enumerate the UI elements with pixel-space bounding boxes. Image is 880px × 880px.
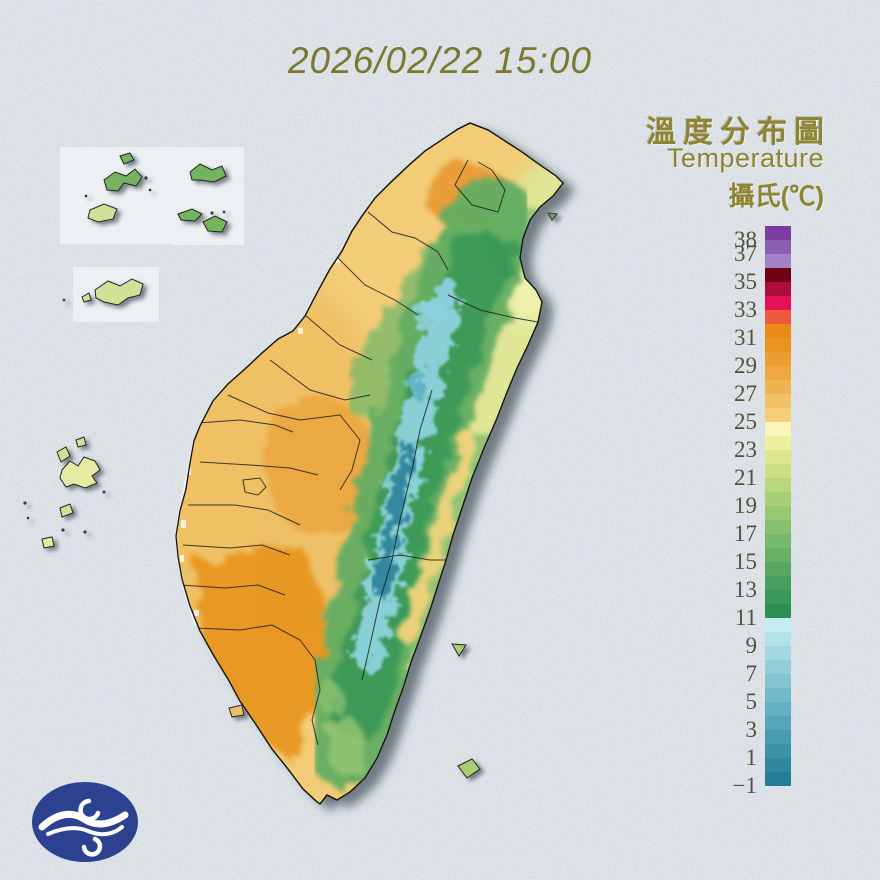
legend-title-en: Temperature [666, 143, 824, 173]
scale-tick-label: 19 [734, 493, 757, 518]
scale-tick-label: 1 [745, 745, 758, 770]
lanyu-island [457, 758, 481, 779]
taiwan-outline-top [175, 122, 564, 805]
scale-segment [765, 590, 791, 604]
scale-tick-label: 11 [734, 605, 757, 630]
scale-segment [765, 744, 791, 758]
scale-segment [765, 226, 791, 240]
scale-segment [765, 422, 791, 436]
scale-tick-label: 13 [734, 577, 757, 602]
cwa-logo [32, 782, 138, 862]
wuqiu-inset-box [171, 147, 244, 199]
scale-tick-label: 27 [734, 381, 757, 406]
scale-tick-label: 3 [745, 717, 758, 742]
kinmen-inset-box [62, 267, 159, 322]
scale-tick-label: 33 [734, 297, 757, 322]
scale-tick-label: 25 [734, 409, 757, 434]
scale-segment [765, 450, 791, 464]
county-borders [179, 159, 539, 746]
scale-tick-label: 15 [734, 549, 757, 574]
scale-segment [765, 492, 791, 506]
scale-tick-label: 5 [745, 689, 758, 714]
scale-segment [765, 394, 791, 408]
scale-segment [765, 296, 791, 310]
scale-segment [765, 730, 791, 744]
scale-segment [765, 562, 791, 576]
scale-segment [765, 716, 791, 730]
scale-segment [765, 338, 791, 352]
scale-tick-label: 31 [734, 325, 757, 350]
scale-segment [765, 240, 791, 254]
scale-segment [765, 604, 791, 618]
scale-segment [765, 408, 791, 422]
scale-segment [765, 548, 791, 562]
scale-segment [765, 646, 791, 660]
scale-tick-label: 21 [734, 465, 757, 490]
ludao-island [451, 643, 467, 657]
matsu-inset-box [60, 147, 171, 244]
scale-segment [765, 618, 791, 632]
xiaoliuqiu-island [228, 704, 245, 718]
legend-unit-label: 攝氏(℃) [728, 181, 824, 211]
scale-segment [765, 436, 791, 450]
scale-tick-label: −1 [732, 773, 757, 798]
scale-tick-label: 23 [734, 437, 757, 462]
date-title: 2026/02/22 15:00 [287, 40, 593, 81]
offshore-islets [228, 212, 558, 779]
scale-segment [765, 324, 791, 338]
scale-segment [765, 576, 791, 590]
scale-segment [765, 478, 791, 492]
scale-tick-label: 17 [734, 521, 757, 546]
scale-segment [765, 268, 791, 282]
dongsha-inset-box [171, 199, 244, 245]
scale-tick-label: 38 [734, 227, 757, 252]
scale-segment [765, 366, 791, 380]
scale-segment [765, 660, 791, 674]
legend-title-zh: 溫度分布圖 [646, 116, 831, 149]
scale-tick-label: 9 [745, 633, 758, 658]
guishan-island [547, 212, 558, 221]
scale-segment [765, 254, 791, 268]
scale-tick-label: 35 [734, 269, 757, 294]
scale-segment [765, 520, 791, 534]
scale-tick-label: 7 [745, 661, 758, 686]
scale-segment [765, 632, 791, 646]
scale-segment [765, 464, 791, 478]
scale-segment [765, 674, 791, 688]
scale-segment [765, 688, 791, 702]
scale-segment [765, 506, 791, 520]
scale-segment [765, 352, 791, 366]
scale-segment [765, 282, 791, 296]
scale-segment [765, 534, 791, 548]
scale-segment [765, 702, 791, 716]
color-scale-bar [765, 226, 791, 786]
scale-segment [765, 380, 791, 394]
penghu-islands [23, 436, 106, 549]
scale-tick-label: 37 [734, 241, 757, 266]
scale-segment [765, 772, 791, 786]
scale-tick-label: 29 [734, 353, 757, 378]
scale-segment [765, 758, 791, 772]
scale-segment [765, 310, 791, 324]
cwa-logo-swirl [38, 798, 129, 857]
